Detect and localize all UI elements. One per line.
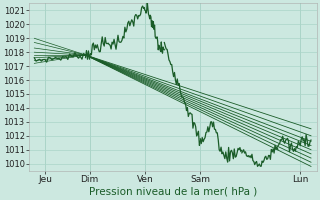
X-axis label: Pression niveau de la mer( hPa ): Pression niveau de la mer( hPa ) bbox=[89, 187, 257, 197]
